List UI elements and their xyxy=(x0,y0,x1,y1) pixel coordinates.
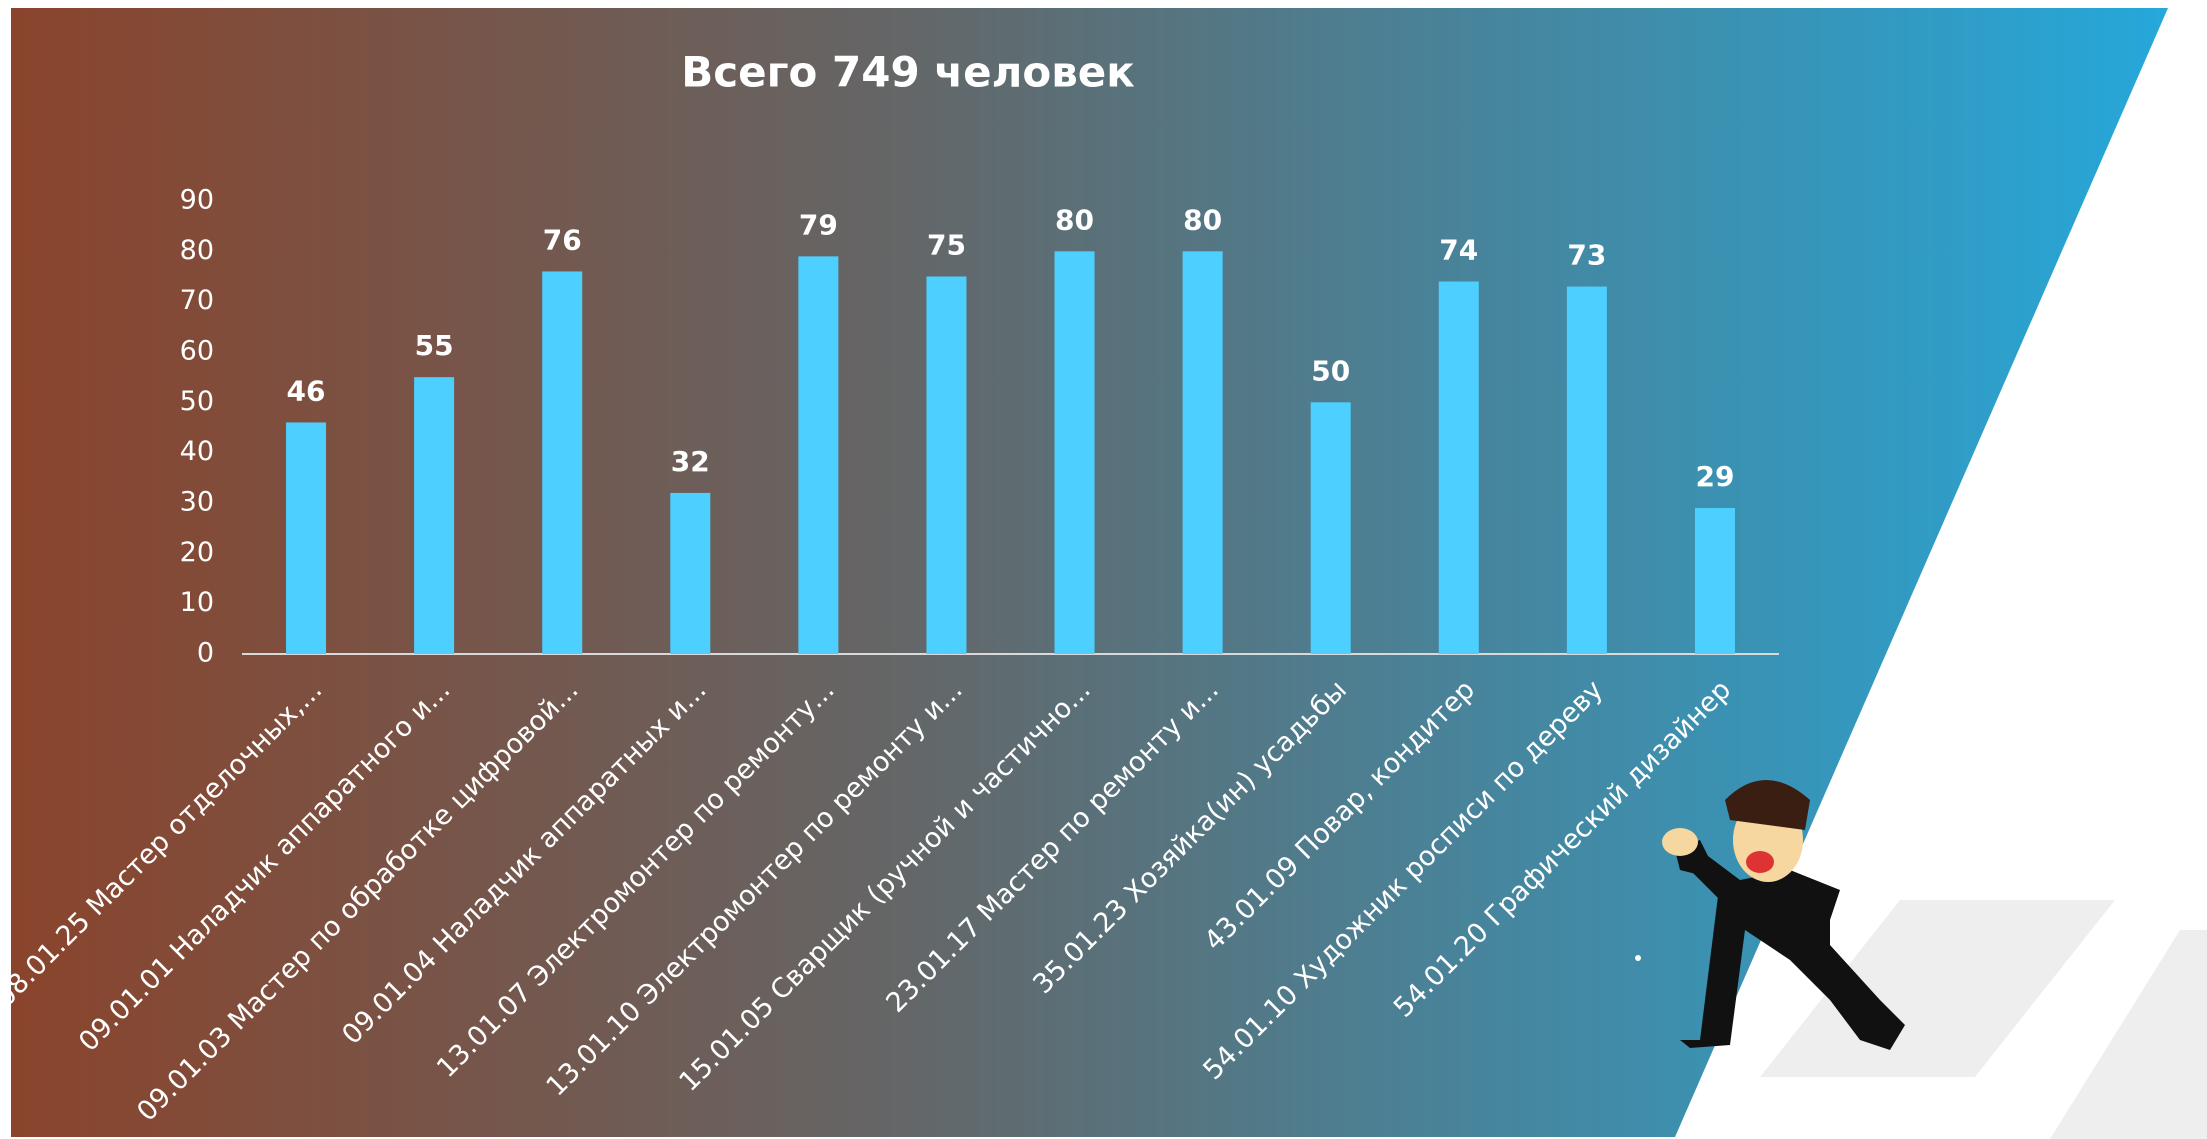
value-label: 32 xyxy=(671,445,710,478)
bar xyxy=(1183,251,1223,654)
y-tick-label: 70 xyxy=(180,285,214,316)
value-label: 55 xyxy=(415,329,454,362)
value-label: 80 xyxy=(1183,203,1222,236)
y-tick-label: 20 xyxy=(180,537,214,568)
bar xyxy=(1055,251,1095,654)
value-label: 74 xyxy=(1439,234,1478,267)
y-tick-label: 80 xyxy=(180,235,214,266)
bar xyxy=(1439,282,1479,654)
decor-shape xyxy=(2050,930,2207,1139)
chart-title: Всего 749 человек xyxy=(681,48,1135,97)
y-tick-label: 30 xyxy=(180,487,214,518)
bar xyxy=(670,493,710,654)
page: {"chart_data": {"type": "bar", "title": … xyxy=(0,0,2207,1139)
value-label: 76 xyxy=(543,223,582,256)
value-label: 29 xyxy=(1695,460,1734,493)
value-label: 80 xyxy=(1055,203,1094,236)
y-tick-label: 10 xyxy=(180,587,214,618)
value-label: 46 xyxy=(287,374,326,407)
chart: Всего 749 человек 0102030405060708090460… xyxy=(0,0,2207,1139)
bar xyxy=(926,277,966,655)
bar xyxy=(414,377,454,654)
value-label: 50 xyxy=(1311,354,1350,387)
value-label: 75 xyxy=(927,229,966,262)
value-label: 79 xyxy=(799,208,838,241)
y-tick-label: 90 xyxy=(180,185,214,216)
bar xyxy=(1695,508,1735,654)
bar xyxy=(286,422,326,654)
y-tick-label: 50 xyxy=(180,386,214,417)
bar xyxy=(1311,402,1351,654)
bar xyxy=(1567,287,1607,654)
bar xyxy=(542,271,582,654)
y-tick-label: 0 xyxy=(197,638,214,669)
y-tick-label: 60 xyxy=(180,336,214,367)
bar xyxy=(798,256,838,654)
y-tick-label: 40 xyxy=(180,436,214,467)
value-label: 73 xyxy=(1567,239,1606,272)
